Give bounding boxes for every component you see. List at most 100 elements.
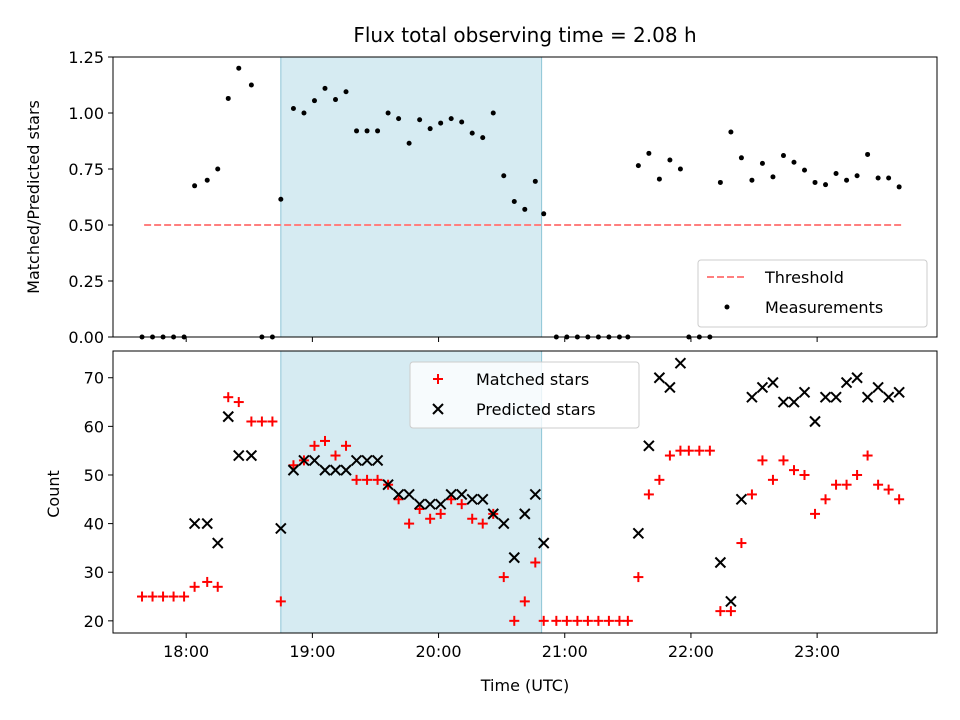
top-series-0-point: [396, 116, 402, 122]
bottom-series-0-point: [309, 440, 320, 451]
bottom-series-1-point-b: [632, 527, 645, 540]
top-series-0-point: [677, 166, 683, 172]
top-series-0-point: [364, 128, 370, 134]
bottom-series-0-point: [694, 445, 705, 456]
bottom-series-1-point-b: [455, 488, 468, 501]
chart-title: Flux total observing time = 2.08 h: [353, 23, 696, 47]
bottom-series-1-point: [632, 527, 645, 540]
bottom-series-1-point-b: [851, 372, 863, 384]
bottom-series-0-point: [538, 615, 549, 626]
bottom-legend-frame: [409, 361, 640, 429]
bottom-series-1-point: [872, 381, 884, 394]
bottom-series-0-point: [275, 596, 286, 607]
bottom-series-1-point: [361, 454, 373, 467]
bottom-series-1-point: [477, 493, 489, 506]
top-series-0-point: [311, 98, 317, 104]
bottom-series-1-point: [287, 464, 300, 476]
top-series-0-point: [717, 179, 723, 185]
bottom-series-0-point: [435, 508, 446, 519]
top-series-0-point: [322, 85, 328, 91]
bottom-series-0-point: [267, 416, 278, 427]
bottom-y-tick-label: 60: [84, 417, 104, 436]
bottom-series-1-point-b: [767, 376, 779, 389]
matched-stars-legend-label: Matched stars: [476, 370, 589, 389]
bottom-series-1-point: [413, 498, 426, 510]
bottom-series-1-point: [725, 595, 737, 608]
top-series-0-point: [770, 174, 776, 180]
bottom-series-1-point-b: [529, 488, 542, 501]
bottom-series-1-point-b: [466, 493, 478, 506]
top-series-0-point: [417, 117, 423, 123]
bottom-series-0-point: [341, 440, 352, 451]
top-series-0-point: [646, 150, 652, 156]
bottom-series-0-point: [189, 581, 200, 592]
bottom-series-0-point: [622, 615, 633, 626]
bottom-series-0-point: [820, 494, 831, 505]
bottom-series-1-point-b: [643, 440, 655, 452]
bottom-series-0-point: [446, 494, 457, 505]
bottom-series-0-point: [519, 596, 530, 607]
bottom-series-1-point-b: [809, 415, 821, 428]
bottom-series-1-point: [851, 372, 863, 384]
bottom-series-1-point-b: [340, 464, 352, 476]
top-series-0-point: [844, 177, 850, 183]
bottom-series-1-point: [403, 488, 415, 501]
top-series-0-point: [802, 167, 808, 173]
bottom-series-1-point: [643, 440, 655, 452]
top-series-0-point: [780, 153, 786, 159]
bottom-x-tick-label: 21:00: [542, 642, 588, 661]
bottom-series-1-point-b: [674, 357, 687, 369]
measurements-legend-swatch: [724, 304, 730, 310]
bottom-series-1-point: [222, 410, 234, 423]
bottom-series-1-point-b: [392, 488, 405, 501]
bottom-series-0-point: [778, 455, 789, 466]
bottom-series-0-point: [330, 450, 341, 461]
bottom-series-0-point: [614, 615, 625, 626]
top-series-0-point: [225, 95, 231, 101]
bottom-series-1-point-b: [798, 386, 811, 399]
bottom-series-1-point-b: [382, 478, 394, 491]
bottom-series-1-point-b: [714, 556, 727, 569]
bottom-series-1-point: [777, 396, 790, 408]
bottom-series-1-point: [893, 386, 905, 399]
bottom-y-axis-label: Count: [44, 470, 63, 518]
bottom-series-1-point-b: [319, 464, 331, 476]
bottom-series-0-point: [233, 397, 244, 408]
bottom-series-1-point: [538, 537, 550, 549]
top-series-0-point: [290, 106, 296, 112]
bottom-series-1-point-b: [872, 381, 884, 394]
bottom-series-0-point: [414, 504, 425, 515]
top-series-0-point: [875, 175, 881, 181]
bottom-series-0-point: [256, 416, 267, 427]
bottom-series-0-point: [654, 474, 665, 485]
top-series-0-point: [759, 160, 765, 166]
bottom-series-1-point: [275, 522, 287, 535]
bottom-series-0-point: [593, 615, 604, 626]
top-axes-frame: [112, 56, 938, 338]
bottom-series-1-point-b: [445, 488, 457, 501]
bottom-series-1-point: [434, 498, 447, 510]
bottom-series-0-point: [498, 572, 509, 583]
top-series-0-point: [791, 159, 797, 165]
bottom-series-0-point: [404, 518, 415, 529]
top-series-0-point: [427, 126, 433, 132]
bottom-series-1-point: [350, 454, 363, 467]
bottom-series-0-point: [757, 455, 768, 466]
bottom-series-0-point: [725, 606, 736, 617]
bottom-series-1-point-b: [756, 381, 769, 394]
bottom-series-1-point: [653, 372, 666, 384]
bottom-series-1-point-b: [653, 372, 666, 384]
bottom-series-1-point: [201, 517, 213, 530]
bottom-series-1-point: [466, 493, 478, 506]
bottom-series-0-point: [664, 450, 675, 461]
bottom-series-0-point: [319, 435, 330, 446]
bottom-series-1-point: [455, 488, 468, 501]
bottom-y-tick-label: 70: [84, 369, 104, 388]
top-series-0-point: [459, 119, 465, 125]
bottom-y-tick-label: 40: [84, 515, 104, 534]
bottom-series-0-point: [425, 513, 436, 524]
bottom-series-1-point: [245, 449, 258, 462]
bottom-series-0-point: [393, 494, 404, 505]
bottom-series-1-point-b: [245, 449, 258, 462]
bottom-series-1-point-b: [882, 391, 895, 403]
